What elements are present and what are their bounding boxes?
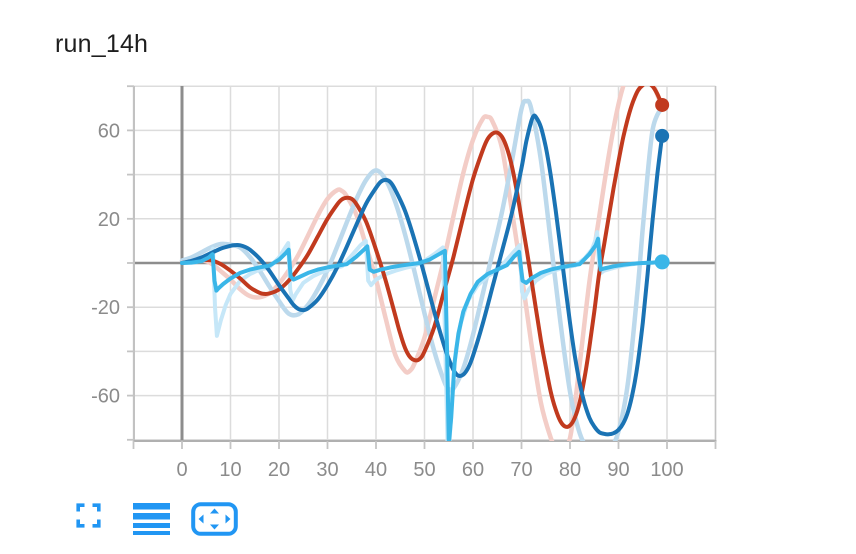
series-group bbox=[179, 86, 665, 441]
y-tick-label: -60 bbox=[91, 386, 120, 408]
page-title: run_14h bbox=[55, 30, 149, 58]
x-tick-label: 90 bbox=[607, 459, 629, 481]
y-tick-label: -20 bbox=[91, 297, 120, 319]
series-line-blue-smoothed bbox=[180, 113, 665, 437]
pan-arrows-icon bbox=[191, 502, 238, 539]
fullscreen-icon bbox=[75, 503, 102, 532]
x-tick-label: 20 bbox=[268, 459, 290, 481]
fullscreen-button[interactable] bbox=[75, 502, 102, 532]
x-tick-label: 50 bbox=[413, 459, 435, 481]
end-marker-cyan-smoothed bbox=[654, 254, 670, 270]
runs-list-button[interactable] bbox=[133, 502, 170, 538]
horizontal-lines-icon bbox=[133, 503, 170, 538]
end-marker-blue-smoothed bbox=[655, 128, 670, 143]
end-marker-red-smoothed bbox=[655, 97, 670, 112]
y-tick-label: 20 bbox=[98, 209, 120, 231]
x-tick-label: 70 bbox=[510, 459, 532, 481]
series-line-cyan-smoothed bbox=[180, 236, 665, 441]
x-tick-label: 10 bbox=[219, 459, 241, 481]
x-tick-label: 40 bbox=[365, 459, 387, 481]
x-tick-label: 30 bbox=[316, 459, 338, 481]
x-tick-label: 60 bbox=[462, 459, 484, 481]
pan-button[interactable] bbox=[191, 502, 238, 539]
x-tick-label: 80 bbox=[559, 459, 581, 481]
x-tick-label: 0 bbox=[176, 459, 187, 481]
x-tick-label: 100 bbox=[650, 459, 683, 481]
y-tick-label: 60 bbox=[98, 120, 120, 142]
chart-toolbar bbox=[75, 502, 238, 540]
